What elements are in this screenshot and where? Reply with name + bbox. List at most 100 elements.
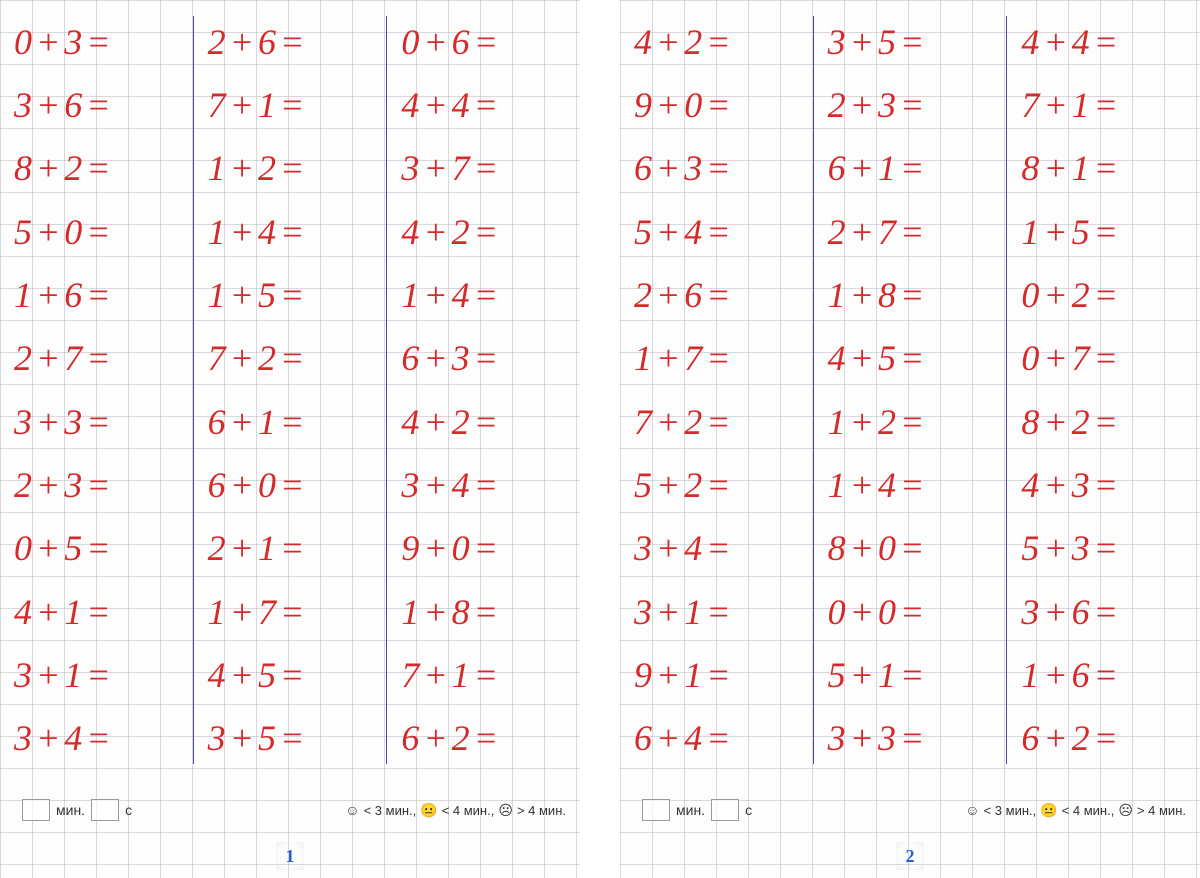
math-problem: 4+4= xyxy=(1007,10,1200,73)
column-3: 0+6=4+4=3+7=4+2=1+4=6+3=4+2=3+4=9+0=1+8=… xyxy=(387,10,580,770)
math-problem: 4+5= xyxy=(194,643,387,706)
math-problem: 1+7= xyxy=(194,580,387,643)
math-problem: 0+5= xyxy=(0,517,193,580)
math-problem: 1+2= xyxy=(814,390,1007,453)
page-number: 2 xyxy=(896,842,924,870)
math-problem: 6+1= xyxy=(814,137,1007,200)
math-problem: 2+7= xyxy=(814,200,1007,263)
math-problem: 6+3= xyxy=(620,137,813,200)
math-problem: 2+1= xyxy=(194,517,387,580)
math-problem: 1+6= xyxy=(0,263,193,326)
math-problem: 8+2= xyxy=(1007,390,1200,453)
math-problem: 5+4= xyxy=(620,200,813,263)
math-problem: 0+7= xyxy=(1007,327,1200,390)
time-rating: ☺ < 3 мин.,😐 < 4 мин.,☹ > 4 мин. xyxy=(345,802,580,819)
math-problem: 3+6= xyxy=(1007,580,1200,643)
math-problem: 6+1= xyxy=(194,390,387,453)
math-problem: 4+2= xyxy=(387,390,580,453)
page-number: 1 xyxy=(276,842,304,870)
columns-container: 4+2=9+0=6+3=5+4=2+6=1+7=7+2=5+2=3+4=3+1=… xyxy=(620,0,1200,770)
math-problem: 7+2= xyxy=(194,327,387,390)
math-problem: 2+3= xyxy=(0,453,193,516)
math-problem: 8+2= xyxy=(0,137,193,200)
math-problem: 9+0= xyxy=(387,517,580,580)
math-problem: 3+7= xyxy=(387,137,580,200)
math-problem: 4+5= xyxy=(814,327,1007,390)
seconds-input-box[interactable] xyxy=(711,799,739,821)
rating-face-icon: 😐 xyxy=(420,802,437,819)
seconds-label: с xyxy=(745,802,752,818)
math-problem: 0+3= xyxy=(0,10,193,73)
rating-text: > 4 мин. xyxy=(1137,803,1186,818)
math-problem: 4+3= xyxy=(1007,453,1200,516)
math-problem: 9+0= xyxy=(620,73,813,136)
minutes-label: мин. xyxy=(56,802,85,818)
column-2: 2+6=7+1=1+2=1+4=1+5=7+2=6+1=6+0=2+1=1+7=… xyxy=(194,10,387,770)
math-problem: 6+0= xyxy=(194,453,387,516)
math-problem: 9+1= xyxy=(620,643,813,706)
math-problem: 1+6= xyxy=(1007,643,1200,706)
math-problem: 1+5= xyxy=(194,263,387,326)
math-problem: 6+2= xyxy=(387,707,580,770)
math-problem: 1+4= xyxy=(814,453,1007,516)
math-problem: 6+2= xyxy=(1007,707,1200,770)
math-problem: 3+5= xyxy=(194,707,387,770)
math-problem: 5+1= xyxy=(814,643,1007,706)
minutes-label: мин. xyxy=(676,802,705,818)
math-problem: 1+4= xyxy=(387,263,580,326)
column-1: 0+3=3+6=8+2=5+0=1+6=2+7=3+3=2+3=0+5=4+1=… xyxy=(0,10,193,770)
worksheet-footer: мин. с ☺ < 3 мин.,😐 < 4 мин.,☹ > 4 мин. xyxy=(620,790,1200,830)
rating-text: < 4 мин., xyxy=(442,803,495,818)
columns-container: 0+3=3+6=8+2=5+0=1+6=2+7=3+3=2+3=0+5=4+1=… xyxy=(0,0,580,770)
rating-face-icon: ☹ xyxy=(1118,802,1133,819)
math-problem: 3+3= xyxy=(814,707,1007,770)
math-problem: 3+4= xyxy=(620,517,813,580)
rating-text: < 3 мин., xyxy=(984,803,1037,818)
math-problem: 7+1= xyxy=(194,73,387,136)
rating-text: < 4 мин., xyxy=(1062,803,1115,818)
math-problem: 6+4= xyxy=(620,707,813,770)
worksheet-footer: мин. с ☺ < 3 мин.,😐 < 4 мин.,☹ > 4 мин. xyxy=(0,790,580,830)
math-problem: 0+2= xyxy=(1007,263,1200,326)
column-2: 3+5=2+3=6+1=2+7=1+8=4+5=1+2=1+4=8+0=0+0=… xyxy=(814,10,1007,770)
math-problem: 5+3= xyxy=(1007,517,1200,580)
math-problem: 1+4= xyxy=(194,200,387,263)
rating-face-icon: ☹ xyxy=(498,802,513,819)
math-problem: 0+0= xyxy=(814,580,1007,643)
math-problem: 5+2= xyxy=(620,453,813,516)
column-1: 4+2=9+0=6+3=5+4=2+6=1+7=7+2=5+2=3+4=3+1=… xyxy=(620,10,813,770)
minutes-input-box[interactable] xyxy=(22,799,50,821)
math-problem: 4+2= xyxy=(620,10,813,73)
math-problem: 7+1= xyxy=(1007,73,1200,136)
rating-text: > 4 мин. xyxy=(517,803,566,818)
time-entry: мин. с xyxy=(620,799,752,821)
math-problem: 4+4= xyxy=(387,73,580,136)
math-problem: 4+1= xyxy=(0,580,193,643)
math-problem: 1+5= xyxy=(1007,200,1200,263)
rating-text: < 3 мин., xyxy=(364,803,417,818)
math-problem: 4+2= xyxy=(387,200,580,263)
math-problem: 1+2= xyxy=(194,137,387,200)
math-problem: 3+4= xyxy=(387,453,580,516)
math-problem: 5+0= xyxy=(0,200,193,263)
rating-face-icon: ☺ xyxy=(345,802,359,818)
math-problem: 2+7= xyxy=(0,327,193,390)
seconds-label: с xyxy=(125,802,132,818)
math-problem: 1+7= xyxy=(620,327,813,390)
math-problem: 2+6= xyxy=(194,10,387,73)
time-rating: ☺ < 3 мин.,😐 < 4 мин.,☹ > 4 мин. xyxy=(965,802,1200,819)
math-problem: 3+6= xyxy=(0,73,193,136)
math-problem: 3+3= xyxy=(0,390,193,453)
minutes-input-box[interactable] xyxy=(642,799,670,821)
math-problem: 1+8= xyxy=(387,580,580,643)
math-problem: 2+3= xyxy=(814,73,1007,136)
math-problem: 0+6= xyxy=(387,10,580,73)
math-problem: 8+1= xyxy=(1007,137,1200,200)
seconds-input-box[interactable] xyxy=(91,799,119,821)
rating-face-icon: 😐 xyxy=(1040,802,1057,819)
worksheet-page-2: 4+2=9+0=6+3=5+4=2+6=1+7=7+2=5+2=3+4=3+1=… xyxy=(620,0,1200,878)
math-problem: 2+6= xyxy=(620,263,813,326)
math-problem: 8+0= xyxy=(814,517,1007,580)
rating-face-icon: ☺ xyxy=(965,802,979,818)
math-problem: 7+1= xyxy=(387,643,580,706)
